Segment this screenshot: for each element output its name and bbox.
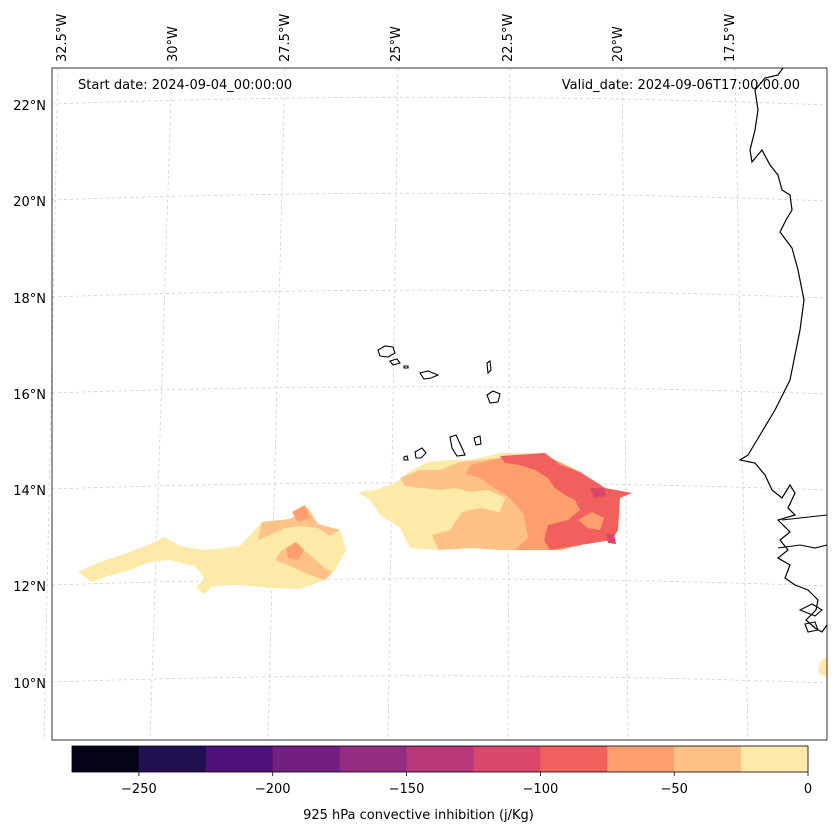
colorbar-tick-label: −200	[255, 782, 291, 797]
cin-contour-50-to-75	[286, 542, 304, 560]
island-maio	[473, 435, 482, 446]
map-frame	[51, 67, 828, 741]
colorbar-tick-label: −100	[523, 782, 559, 797]
colorbar-tick-label: −50	[660, 782, 687, 797]
island-santo-antao	[377, 345, 396, 358]
longitude-labels: 32.5°W 30°W 27.5°W 25°W 22.5°W 20°W 17.5…	[55, 14, 738, 62]
gridline-lat-18	[51, 289, 828, 299]
island-fogo	[414, 447, 427, 459]
cin-contour-100-to-125	[590, 488, 606, 498]
bijagos-islands	[798, 603, 823, 617]
africa-coastline	[738, 67, 828, 633]
bijagos-islands-south	[804, 621, 819, 633]
graticule	[43, 67, 828, 741]
guinea-bissau-border	[777, 544, 828, 549]
lat-label: 12°N	[13, 580, 46, 595]
colorbar-block	[741, 746, 809, 772]
lat-label: 16°N	[13, 388, 46, 403]
colorbar-block	[205, 746, 274, 772]
colorbar-tick-label: −250	[121, 782, 157, 797]
island-santa-luzia	[403, 365, 409, 369]
island-sao-vicente	[389, 358, 401, 366]
island-sao-nicolau	[419, 370, 440, 380]
valid-date-label: Valid_date: 2024-09-06T17:00:00.00	[561, 78, 800, 93]
island-santiago	[449, 434, 466, 457]
colorbar-label: 925 hPa convective inhibition (j/Kg)	[303, 808, 534, 823]
colorbar-block	[607, 746, 675, 772]
colorbar-block	[339, 746, 408, 772]
gridline-lat-22	[51, 96, 828, 106]
map-background	[52, 68, 827, 740]
colorbar-tick-label: 0	[804, 782, 812, 797]
gridline-lat-16	[51, 386, 828, 395]
gridline-lon-17_5	[734, 67, 749, 741]
colorbar-block	[674, 746, 742, 772]
lat-label: 20°N	[13, 195, 46, 210]
lon-label: 22.5°W	[501, 14, 516, 62]
start-date-label: Start date: 2024-09-04_00:00:00	[78, 78, 293, 93]
colorbar-tick-label: −150	[389, 782, 425, 797]
lat-label: 18°N	[13, 292, 46, 307]
cape-verde-islands	[377, 345, 501, 461]
gridline-lat-12	[51, 578, 828, 587]
gridline-lon-25	[387, 67, 399, 741]
lon-label: 27.5°W	[278, 14, 293, 62]
gridline-lon-30	[149, 67, 173, 741]
lon-label: 17.5°W	[723, 14, 738, 62]
cin-field-east	[358, 453, 632, 550]
lon-label: 20°W	[611, 26, 626, 62]
colorbar-block	[72, 746, 140, 772]
lat-label: 10°N	[13, 677, 46, 692]
lon-label: 32.5°W	[55, 14, 70, 62]
gambia-border	[781, 514, 828, 521]
cin-contour-50-to-75	[292, 505, 310, 522]
lon-label: 30°W	[166, 26, 181, 62]
lat-label: 14°N	[13, 484, 46, 499]
colorbar-frame	[71, 745, 809, 773]
gridline-lon-27_5	[267, 67, 286, 741]
island-boa-vista	[486, 390, 501, 404]
gridline-lat-20	[51, 192, 828, 202]
colorbar-ticks	[138, 772, 809, 776]
colorbar-tick-labels: −250 −200 −150 −100 −50 0	[121, 782, 812, 797]
cin-contour-0-to-25	[818, 656, 827, 678]
gridline-lon-22_5	[507, 67, 511, 741]
island-brava	[403, 455, 409, 461]
island-sal	[486, 360, 492, 375]
colorbar-block	[540, 746, 608, 772]
gridline-lat-10	[51, 675, 828, 684]
cin-field-west	[78, 505, 346, 594]
gridline-lon-32_5	[43, 67, 59, 741]
gridline-lat-14	[51, 482, 828, 491]
lon-label: 25°W	[389, 26, 404, 62]
colorbar-block	[473, 746, 541, 772]
cin-contour-25-to-50	[258, 508, 340, 540]
colorbar-block	[406, 746, 474, 772]
colorbar-block	[272, 746, 341, 772]
lat-label: 22°N	[13, 99, 46, 114]
latitude-labels: 22°N 20°N 18°N 16°N 14°N 12°N 10°N	[13, 99, 46, 692]
colorbar	[72, 746, 809, 772]
colorbar-block	[138, 746, 207, 772]
cin-contour-100-to-125	[606, 534, 616, 544]
gridline-lon-20	[621, 67, 629, 741]
cin-contour-50-to-75	[578, 512, 604, 530]
